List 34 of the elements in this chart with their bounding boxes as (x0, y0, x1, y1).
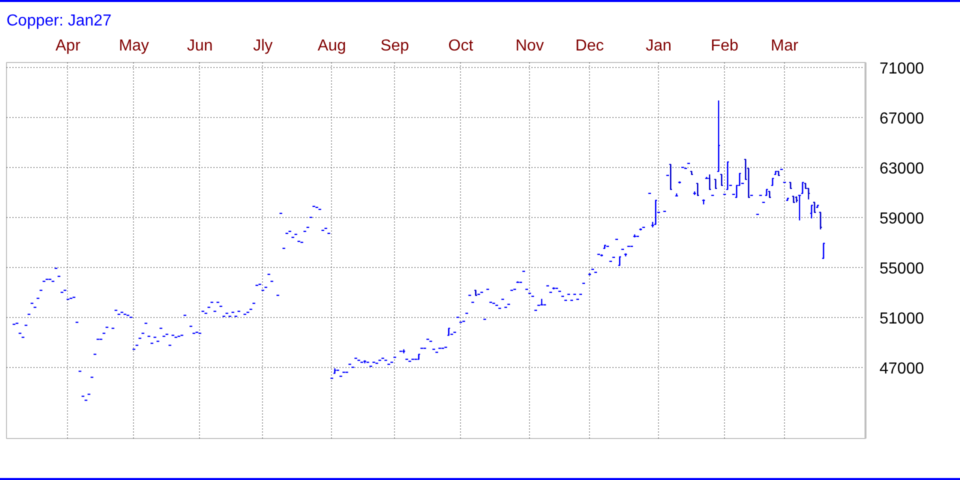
candlestick (708, 174, 712, 190)
x-tick-label: Apr (56, 38, 82, 54)
x-tick-label: Oct (448, 38, 474, 54)
y-tick-label: 63000 (880, 160, 924, 178)
x-tick-label: May (118, 38, 150, 54)
y-tick-label: 47000 (880, 360, 924, 378)
candlestick (810, 204, 814, 219)
candlestick (668, 164, 673, 190)
y-tick-label: 55000 (880, 260, 924, 278)
x-tick-label: Mar (770, 38, 799, 54)
y-tick-label: 67000 (880, 110, 924, 128)
y-tick-label: 51000 (880, 310, 924, 328)
y-tick-label: 71000 (880, 60, 924, 78)
candlestick (696, 182, 700, 196)
x-tick-label: Feb (710, 38, 738, 54)
x-tick-label: Nov (515, 38, 544, 54)
x-tick-label: Sep (380, 38, 410, 54)
candlestick (822, 242, 826, 259)
y-tick-label: 59000 (880, 210, 924, 228)
x-tick-label: Jan (646, 38, 672, 54)
candlestick (726, 161, 730, 190)
candlestick (798, 194, 802, 221)
x-tick-label: Dec (575, 38, 604, 54)
candlestick (540, 298, 544, 306)
x-tick-label: Jly (253, 38, 273, 54)
x-tick-label: Aug (318, 38, 346, 54)
chart-title: Copper: Jan27 (6, 12, 112, 30)
x-tick-label: Jun (186, 38, 213, 54)
candlestick (716, 100, 721, 172)
candlestick (654, 200, 658, 225)
candlestick (812, 202, 816, 213)
candlestick (818, 212, 822, 230)
candlestick (720, 174, 724, 186)
candlestick (800, 182, 804, 194)
